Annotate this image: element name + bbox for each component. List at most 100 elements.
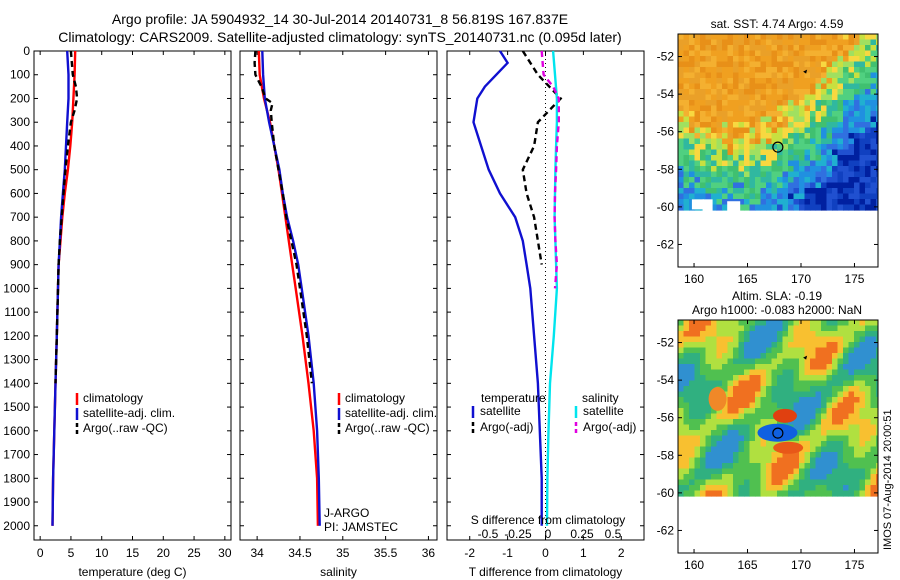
sst-cell (826, 72, 833, 79)
sla-cell (700, 342, 707, 349)
sla-cell (799, 485, 806, 492)
sst-cell (766, 182, 773, 189)
temperature-panel: 0100200300400500600700800900100011001200… (3, 44, 232, 579)
sla-cell (683, 342, 690, 349)
sla-cell (700, 479, 707, 486)
sst-cell (749, 188, 756, 195)
sst-cell (760, 127, 767, 134)
sla-cell (859, 424, 866, 431)
sst-cell (859, 204, 866, 211)
sla-cell (832, 342, 839, 349)
sst-cell (782, 122, 789, 129)
sst-cell (755, 45, 762, 52)
sst-cell (832, 193, 839, 200)
sst-cell (744, 105, 751, 112)
sla-cell (722, 463, 729, 470)
sla-cell (705, 391, 712, 398)
sst-cell (832, 105, 839, 112)
sla-cell (755, 490, 762, 497)
sla-cell (799, 490, 806, 497)
sla-cell (876, 457, 878, 464)
sst-cell (832, 133, 839, 140)
sla-cell (854, 435, 861, 442)
sst-cell (782, 182, 789, 189)
sla-cell (733, 358, 740, 365)
sst-cell (788, 34, 795, 41)
sst-cell (694, 83, 701, 90)
sla-cell (777, 364, 784, 371)
sst-cell (733, 122, 740, 129)
sst-cell (832, 166, 839, 173)
sla-cell (716, 441, 723, 448)
sst-cell (848, 94, 855, 101)
sla-cell (738, 347, 745, 354)
sla-cell (876, 386, 878, 393)
sla-high-anomaly (772, 408, 797, 423)
sst-cell (722, 166, 729, 173)
sla-cell (705, 325, 712, 332)
sst-cell (865, 116, 872, 123)
sst-cell (848, 61, 855, 68)
sla-cell (711, 457, 718, 464)
sst-cell (771, 171, 778, 178)
depth-tick-label: 900 (10, 258, 30, 272)
sst-cell (705, 105, 712, 112)
sla-cell (821, 375, 828, 382)
depth-tick-label: 700 (10, 210, 30, 224)
sst-cell (788, 177, 795, 184)
sla-cell (694, 342, 701, 349)
sst-cell (722, 193, 729, 200)
sla-cell (683, 358, 690, 365)
sla-cell (826, 413, 833, 420)
sla-cell (810, 413, 817, 420)
sla-cell (870, 364, 877, 371)
depth-tick-label: 400 (10, 139, 30, 153)
sst-cell (678, 67, 685, 74)
sst-cell (782, 61, 789, 68)
sla-cell (705, 369, 712, 376)
sla-cell (755, 479, 762, 486)
sla-cell (694, 320, 701, 327)
sla-cell (771, 353, 778, 360)
sla-cell (683, 331, 690, 338)
sla-cell (738, 457, 745, 464)
sst-cell (854, 204, 861, 211)
sla-cell (782, 457, 789, 464)
sla-cell (848, 474, 855, 481)
sla-cell (738, 408, 745, 415)
sst-cell (694, 155, 701, 162)
sst-cell (876, 193, 878, 200)
sst-cell (744, 133, 751, 140)
sst-cell (804, 171, 811, 178)
sla-cell (760, 391, 767, 398)
sst-cell (810, 160, 817, 167)
sst-cell (766, 144, 773, 151)
sla-cell (859, 369, 866, 376)
sst-cell (678, 144, 685, 151)
sla-cell (722, 485, 729, 492)
sst-cell (837, 160, 844, 167)
sla-cell (700, 435, 707, 442)
sst-cell (788, 94, 795, 101)
sla-cell (870, 485, 877, 492)
sla-cell (859, 413, 866, 420)
sst-cell (799, 116, 806, 123)
sst-cell (837, 177, 844, 184)
sst-cell (727, 127, 734, 134)
sla-cell (837, 490, 844, 497)
sla-cell (832, 479, 839, 486)
sla-cell (755, 375, 762, 382)
sla-cell (689, 369, 696, 376)
sla-cell (738, 364, 745, 371)
sst-cell (788, 199, 795, 206)
sla-cell (865, 364, 872, 371)
sla-cell (716, 446, 723, 453)
sst-cell (744, 67, 751, 74)
sla-cell (876, 353, 878, 360)
sla-cell (705, 380, 712, 387)
sla-cell (788, 369, 795, 376)
sla-cell (799, 468, 806, 475)
sst-cell (799, 171, 806, 178)
sla-cell (689, 435, 696, 442)
sla-cell (782, 336, 789, 343)
